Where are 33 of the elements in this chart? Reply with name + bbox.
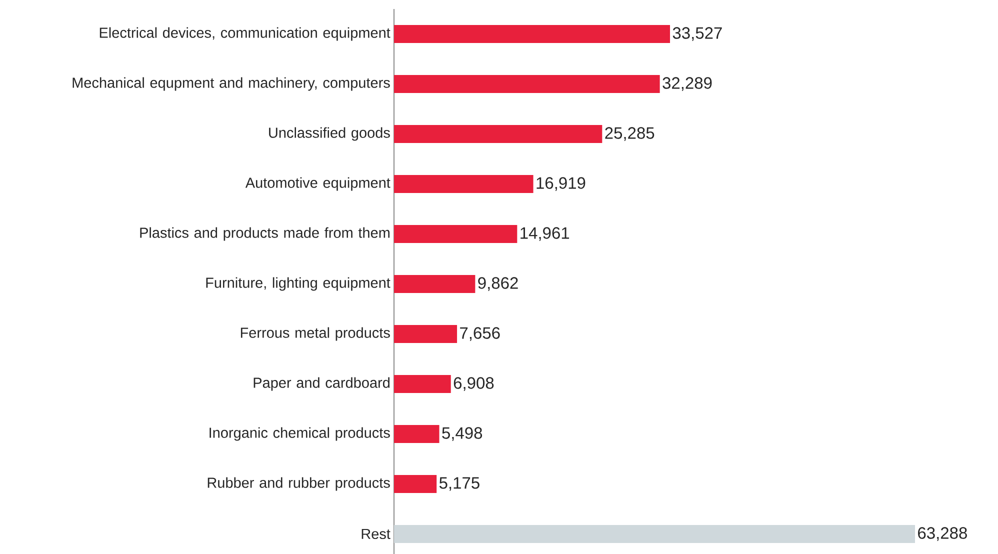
bar [394, 324, 458, 343]
data-label: 7,656 [460, 327, 500, 341]
data-label: 5,498 [442, 427, 482, 441]
bar [394, 74, 660, 93]
y-tick-label: Plastics and products made from them [140, 227, 390, 241]
y-tick-label: Paper and cardboard [254, 377, 390, 391]
data-label: 32,289 [662, 77, 712, 91]
bar [394, 525, 916, 543]
bar [394, 474, 437, 493]
y-tick-label: Rubber and rubber products [208, 477, 390, 491]
bar [394, 375, 451, 393]
y-tick-label: Unclassified goods [269, 127, 390, 141]
data-label: 9,862 [478, 277, 518, 291]
bar [394, 274, 476, 293]
y-tick-label: Mechanical equpment and machinery, computers [72, 77, 390, 91]
y-tick-label: Electrical devices, communication equipment [100, 27, 390, 41]
data-label: 16,919 [536, 177, 586, 191]
data-label: 5,175 [439, 477, 480, 491]
bar [394, 174, 534, 193]
bar [394, 124, 602, 143]
bar [394, 24, 670, 43]
data-label: 25,285 [605, 127, 654, 141]
data-label: 63,288 [918, 527, 967, 541]
bar [394, 425, 440, 443]
y-tick-label: Rest [362, 528, 390, 540]
y-tick-label: Ferrous metal products [240, 327, 390, 341]
data-label: 33,527 [672, 27, 722, 41]
data-label: 6,908 [454, 377, 494, 391]
y-tick-label: Automotive equipment [245, 177, 390, 191]
y-tick-label: Furniture, lighting equipment [206, 277, 390, 291]
bar [394, 224, 518, 243]
data-label: 14,961 [520, 227, 570, 241]
y-tick-label: Inorganic chemical products [210, 427, 390, 441]
